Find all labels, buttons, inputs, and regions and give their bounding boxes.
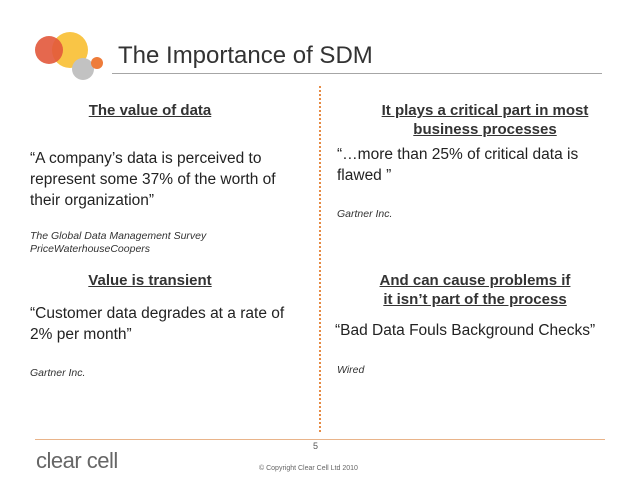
quote-line: represent some 37% of the worth of <box>30 171 276 188</box>
logo-circle-gray <box>72 58 94 80</box>
quote-line: flawed ” <box>337 167 392 184</box>
quote-critical-data: “…more than 25% of critical data is flaw… <box>337 144 627 186</box>
heading-line: And can cause problems if <box>379 272 571 289</box>
heading-line: it isn’t part of the process <box>383 291 567 308</box>
heading-cause-problems: And can cause problems if it isn’t part … <box>345 271 605 309</box>
quote-line: “…more than 25% of critical data is <box>337 146 579 163</box>
column-divider <box>319 86 321 432</box>
source-value-of-data: The Global Data Management Survey PriceW… <box>30 230 206 256</box>
source-critical-data: Gartner Inc. <box>337 208 393 220</box>
title-underline <box>112 73 602 74</box>
brand-logo-text: clear cell <box>36 448 118 473</box>
heading-line: It plays a critical part in most <box>381 102 589 119</box>
quote-line: “A company’s data is perceived to <box>30 150 262 167</box>
quote-line: “Customer data degrades at a rate of <box>30 305 285 322</box>
source-value-transient: Gartner Inc. <box>30 367 86 379</box>
heading-value-transient: Value is transient <box>88 272 212 289</box>
source-line: The Global Data Management Survey <box>30 230 207 242</box>
logo-circle-red <box>35 36 63 64</box>
footer-rule <box>35 439 605 440</box>
page-title: The Importance of SDM <box>118 42 373 69</box>
source-line: PriceWaterhouseCoopers <box>30 243 151 255</box>
heading-critical-part: It plays a critical part in most busines… <box>350 101 620 139</box>
heading-value-of-data: The value of data <box>88 102 212 119</box>
heading-line: business processes <box>413 121 557 138</box>
quote-value-transient: “Customer data degrades at a rate of 2% … <box>30 303 315 345</box>
quote-value-of-data: “A company’s data is perceived to repres… <box>30 148 315 211</box>
logo-circle-orange <box>91 57 103 69</box>
page-number: 5 <box>313 441 319 451</box>
source-bad-data: Wired <box>337 364 365 376</box>
quote-line: 2% per month” <box>30 326 132 343</box>
quote-line: their organization” <box>30 192 155 209</box>
quote-bad-data: “Bad Data Fouls Background Checks” <box>335 322 596 339</box>
copyright-notice: © Copyright Clear Cell Ltd 2010 <box>259 465 358 472</box>
